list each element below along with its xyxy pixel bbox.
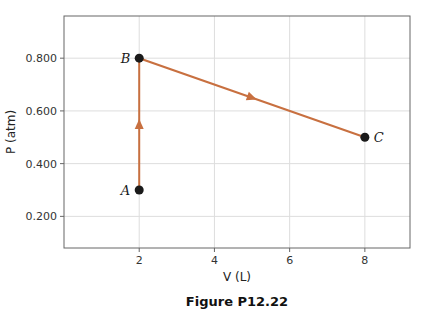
tick-label: 8 <box>361 254 368 267</box>
grid-line <box>214 16 215 248</box>
state-point <box>135 54 144 63</box>
grid-line <box>364 16 365 248</box>
state-point <box>135 186 144 195</box>
tick-label: 0.200 <box>26 210 58 223</box>
tick-mark <box>289 248 290 252</box>
plot-area <box>135 54 370 195</box>
state-point <box>360 133 369 142</box>
chart: 2 4 6 8 0.200 0.400 0.600 0.800 A B C V (L) P (atm) F… <box>0 0 429 315</box>
tick-label: 0.600 <box>26 105 58 118</box>
x-axis-label: V (L) <box>223 270 251 284</box>
grid-line <box>64 58 410 59</box>
chart-title: Figure P12.22 <box>186 294 288 309</box>
tick-label: 2 <box>136 254 143 267</box>
tick-label: 4 <box>211 254 218 267</box>
grid-line <box>64 163 410 164</box>
grid-line <box>64 216 410 217</box>
grid-line <box>64 110 410 111</box>
process-line <box>139 58 365 190</box>
tick-label: 6 <box>286 254 293 267</box>
tick-mark <box>364 248 365 252</box>
tick-mark <box>60 216 64 217</box>
tick-label: 0.800 <box>26 52 58 65</box>
plot-frame <box>64 16 410 248</box>
tick-mark <box>60 163 64 164</box>
grid-line <box>289 16 290 248</box>
direction-arrow <box>246 92 257 100</box>
point-label: A <box>120 183 130 198</box>
tick-mark <box>139 248 140 252</box>
point-label: B <box>120 51 131 66</box>
y-axis-label: P (atm) <box>4 110 18 154</box>
tick-label: 0.400 <box>26 158 58 171</box>
tick-mark <box>214 248 215 252</box>
tick-mark <box>60 110 64 111</box>
tick-mark <box>60 58 64 59</box>
point-label: C <box>374 130 384 145</box>
direction-arrow <box>135 119 144 129</box>
